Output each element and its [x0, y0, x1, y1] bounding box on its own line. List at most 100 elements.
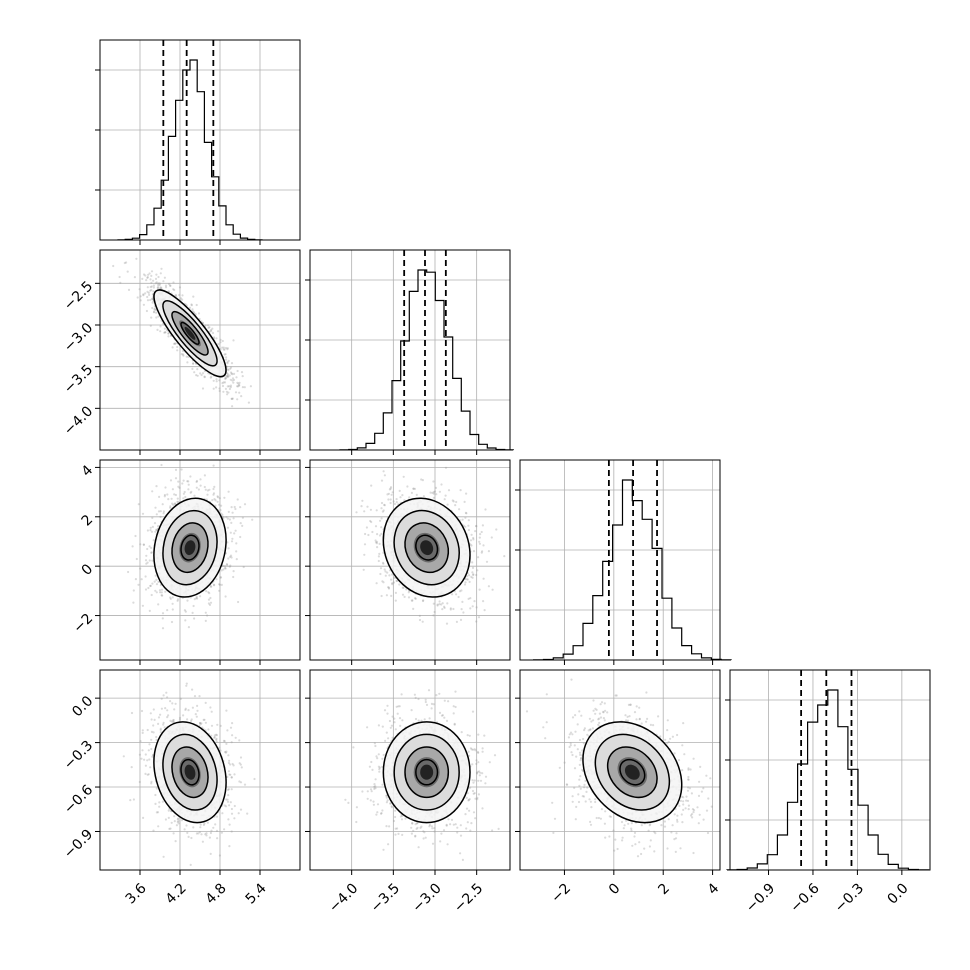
sample-point — [158, 282, 162, 285]
sample-point — [207, 602, 210, 605]
sample-point — [203, 474, 206, 477]
sample-point — [174, 502, 177, 505]
sample-point — [224, 353, 227, 356]
sample-point — [449, 608, 452, 611]
sample-point — [193, 617, 196, 620]
sample-point — [199, 723, 202, 726]
sample-point — [146, 290, 149, 293]
sample-point — [217, 330, 220, 333]
sample-point — [212, 379, 215, 382]
sample-point — [226, 526, 230, 529]
sample-point — [199, 478, 202, 481]
sample-point — [224, 566, 227, 570]
sample-point — [386, 493, 389, 496]
sample-point — [382, 470, 385, 473]
sample-point — [212, 583, 216, 586]
sample-point — [165, 691, 168, 694]
sample-point — [142, 294, 145, 297]
sample-point — [180, 468, 183, 471]
contour-line-0 — [180, 534, 200, 561]
sample-point — [201, 372, 205, 375]
sample-point — [196, 374, 199, 377]
sample-point — [406, 485, 409, 488]
sample-point — [144, 772, 147, 776]
sample-point — [236, 385, 240, 388]
sample-point — [176, 349, 179, 352]
sample-point — [387, 586, 390, 589]
sample-point — [142, 543, 145, 546]
joint-content — [122, 682, 256, 867]
sample-point — [370, 520, 373, 524]
sample-point — [169, 719, 172, 723]
sample-point — [166, 609, 169, 612]
sample-point — [465, 492, 468, 495]
sample-point — [363, 510, 366, 513]
sample-point — [487, 585, 490, 588]
sample-point — [219, 509, 222, 512]
sample-point — [226, 775, 229, 779]
sample-point — [207, 598, 211, 601]
sample-point — [160, 588, 164, 591]
sample-point — [443, 605, 446, 608]
sample-point — [145, 279, 148, 282]
sample-point — [169, 596, 172, 599]
contour-line-2 — [162, 300, 218, 367]
sample-point — [178, 293, 181, 297]
sample-point — [184, 495, 187, 499]
sample-point — [226, 368, 229, 371]
sample-point — [185, 824, 188, 827]
sample-point — [381, 510, 384, 513]
sample-point — [436, 604, 439, 607]
sample-point — [191, 611, 194, 615]
sample-point — [432, 492, 435, 495]
sample-point — [394, 599, 397, 602]
sample-point — [205, 590, 208, 593]
sample-point — [227, 788, 230, 791]
sample-point — [181, 349, 185, 353]
sample-point — [370, 484, 373, 487]
sample-point — [218, 583, 221, 586]
sample-point — [226, 517, 229, 520]
sample-point — [225, 375, 228, 378]
sample-point — [226, 347, 229, 350]
sample-point — [216, 495, 219, 498]
sample-point — [160, 707, 163, 710]
sample-point — [203, 485, 206, 489]
sample-point — [392, 500, 395, 503]
sample-point — [139, 543, 142, 546]
sample-point — [180, 353, 183, 356]
sample-point — [433, 610, 436, 614]
sample-point — [149, 278, 152, 281]
contour-line-1 — [171, 522, 209, 574]
sample-point — [227, 770, 230, 773]
sample-point — [231, 379, 234, 382]
sample-point — [200, 373, 203, 377]
sample-point — [197, 488, 200, 491]
sample-point — [172, 342, 176, 345]
sample-point — [158, 495, 161, 498]
sample-point — [157, 716, 161, 719]
sample-point — [443, 606, 446, 610]
sample-point — [225, 356, 228, 359]
sample-point — [215, 386, 218, 389]
sample-point — [449, 607, 452, 610]
sample-point — [139, 295, 142, 298]
sample-point — [206, 324, 210, 327]
sample-point — [182, 492, 185, 495]
sample-point — [432, 490, 435, 494]
sample-point — [232, 517, 235, 520]
contour-line-2 — [162, 509, 218, 586]
sample-point — [235, 550, 238, 553]
sample-point — [194, 313, 197, 316]
sample-point — [379, 519, 382, 522]
sample-point — [190, 304, 193, 307]
density-fill-4 — [420, 540, 434, 556]
sample-point — [403, 499, 406, 502]
sample-point — [216, 500, 219, 503]
contour-line-3 — [382, 497, 471, 598]
sample-point — [239, 756, 243, 759]
sample-point — [483, 609, 486, 612]
sample-point — [467, 597, 470, 601]
sample-point — [230, 776, 233, 779]
sample-point — [169, 506, 172, 509]
